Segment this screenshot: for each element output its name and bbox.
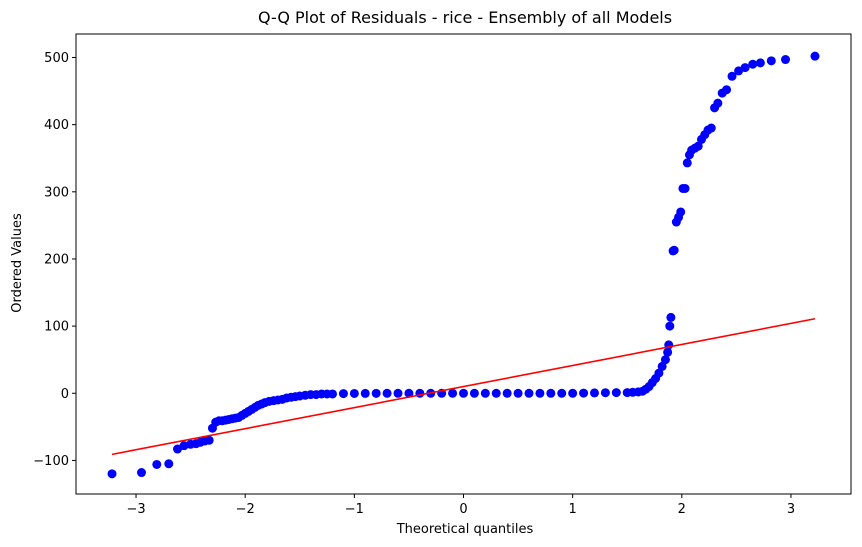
data-point <box>371 388 381 398</box>
data-point <box>136 468 146 478</box>
data-point <box>682 158 692 168</box>
data-point <box>568 388 578 398</box>
data-point <box>781 55 791 65</box>
x-tick-label: 0 <box>459 502 467 517</box>
y-tick-label: 500 <box>44 51 69 66</box>
data-point <box>666 312 676 322</box>
x-axis-label: Theoretical quantiles <box>396 522 534 537</box>
y-tick-label: 300 <box>44 185 69 200</box>
data-point <box>660 355 670 365</box>
x-ticks: −3 −2 −1 0 1 2 3 <box>126 494 795 517</box>
data-point <box>164 459 174 469</box>
data-point <box>693 141 703 151</box>
axes-frame <box>75 33 852 495</box>
data-point <box>338 389 348 399</box>
data-point <box>669 245 679 255</box>
data-point <box>328 389 338 399</box>
x-tick-label: −1 <box>345 502 364 517</box>
data-point <box>665 321 675 331</box>
y-tick-label: 200 <box>44 252 69 267</box>
fit-line <box>111 317 816 456</box>
data-point <box>360 388 370 398</box>
data-point <box>535 388 545 398</box>
data-point <box>663 347 673 357</box>
y-ticks: −100 0 100 200 300 400 500 <box>33 51 76 469</box>
data-point <box>680 183 690 193</box>
data-point <box>107 469 117 479</box>
data-point <box>404 388 414 398</box>
y-tick-label: 400 <box>44 118 69 133</box>
data-point <box>415 388 425 398</box>
data-point <box>382 388 392 398</box>
data-point <box>459 388 468 398</box>
y-tick-label: 100 <box>44 320 69 335</box>
data-point <box>469 388 479 398</box>
data-point <box>713 98 723 108</box>
data-point <box>600 388 610 398</box>
data-point <box>152 459 162 469</box>
x-tick-label: −2 <box>236 502 255 517</box>
data-point <box>557 388 567 398</box>
data-point <box>491 388 501 398</box>
data-point <box>513 388 523 398</box>
data-point <box>722 85 732 95</box>
chart-title: Q-Q Plot of Residuals - rice - Ensembly … <box>258 8 672 27</box>
data-point <box>579 388 589 398</box>
data-point <box>654 368 664 378</box>
data-point <box>502 388 512 398</box>
x-tick-label: 2 <box>678 502 686 517</box>
series-layer <box>107 51 820 479</box>
data-point <box>393 388 403 398</box>
data-point <box>657 361 667 371</box>
data-point <box>766 56 776 66</box>
data-point <box>546 388 556 398</box>
data-point <box>727 71 737 81</box>
y-tick-label: −100 <box>33 454 69 469</box>
data-point <box>706 123 716 133</box>
data-point <box>524 388 534 398</box>
data-point <box>349 388 359 398</box>
data-point <box>676 207 686 217</box>
data-point <box>755 58 765 68</box>
x-tick-label: −3 <box>126 502 145 517</box>
y-tick-label: 0 <box>61 387 69 402</box>
data-point <box>810 51 820 61</box>
x-tick-label: 1 <box>569 502 577 517</box>
y-axis-label: Ordered Values <box>10 213 25 313</box>
data-point <box>204 435 214 445</box>
data-point <box>480 388 490 398</box>
data-point <box>740 63 750 73</box>
x-tick-label: 3 <box>787 502 795 517</box>
data-point <box>448 388 458 398</box>
data-point <box>589 388 599 398</box>
data-point <box>611 388 621 398</box>
data-point <box>748 59 758 69</box>
